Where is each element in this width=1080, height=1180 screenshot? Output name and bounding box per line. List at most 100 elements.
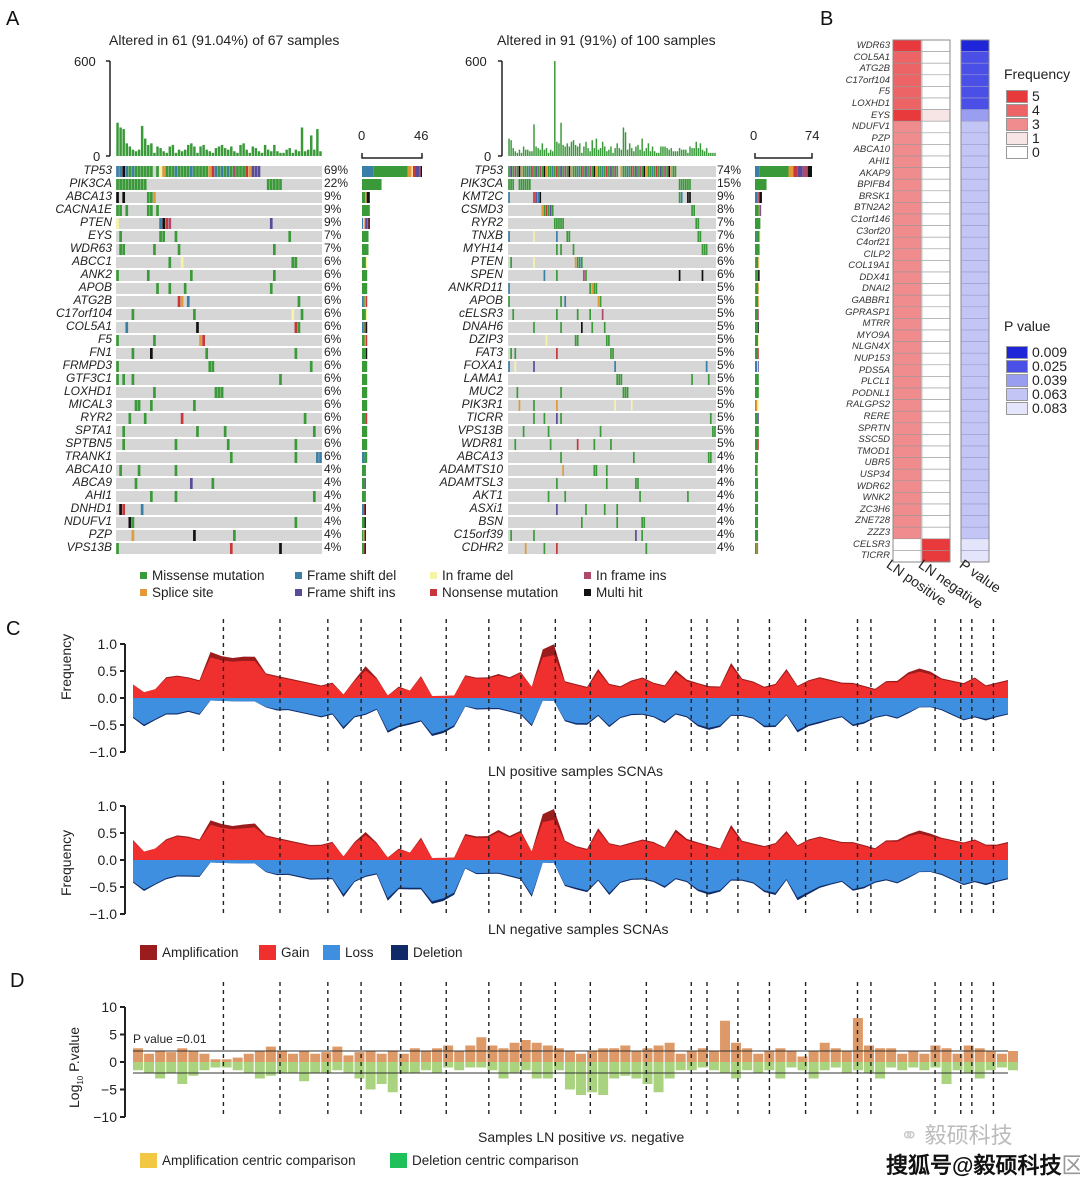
tmb-bar xyxy=(662,146,664,156)
mutation-cell xyxy=(529,179,531,190)
mutation-cell xyxy=(535,166,537,177)
gene-label: PODNL1 xyxy=(851,387,890,399)
tmb-right-ymin: 0 xyxy=(484,149,492,164)
mutation-cell xyxy=(229,543,233,554)
mutation-cell xyxy=(524,166,527,177)
y-tick-label: 0.0 xyxy=(98,690,118,706)
mutation-cell xyxy=(180,257,184,268)
gene-label: TICRR xyxy=(466,410,503,424)
mutation-cell xyxy=(233,166,236,177)
mutation-cell xyxy=(628,166,631,177)
mutation-cell xyxy=(174,166,178,177)
gene-label: EYS xyxy=(87,228,112,242)
mutation-cell xyxy=(678,179,681,190)
deletion-bar xyxy=(576,1062,587,1095)
mutation-cell xyxy=(193,400,196,411)
side-bar-segment xyxy=(758,335,759,346)
mutation-cell xyxy=(122,166,126,177)
mutation-cell xyxy=(183,166,187,177)
mutation-cell xyxy=(543,413,546,424)
oncoprint-row xyxy=(116,296,322,307)
tmb-bar xyxy=(518,149,521,156)
percent-labels-right: 74% 15% 9% 8% 7% 7% 6% 6% 6% 5% 5% 5% 5% 5% 5% 5% 5% 5% 5%… xyxy=(717,164,751,554)
mutation-cell xyxy=(146,205,150,216)
mutation-cell xyxy=(512,166,515,177)
mutation-cell xyxy=(269,218,273,229)
amplification-bar xyxy=(232,1057,243,1062)
mutation-cell xyxy=(574,166,577,177)
legend-value: 1 xyxy=(1032,130,1040,146)
tmb-bar xyxy=(687,152,689,156)
legend-label: Loss xyxy=(345,945,374,960)
amplification-bar xyxy=(509,1042,520,1062)
mutation-cell xyxy=(612,166,614,177)
oncoprint-right-title: Altered in 91 (91%) of 100 samples xyxy=(497,32,716,48)
tmb-bar xyxy=(703,151,706,156)
mutation-cell xyxy=(174,465,178,476)
mutation-cell xyxy=(610,348,612,359)
mutation-cell xyxy=(685,179,687,190)
gene-label: ABCA9 xyxy=(72,475,112,489)
mutation-cell xyxy=(689,179,691,190)
mutation-cell xyxy=(691,205,693,216)
tmb-bar xyxy=(279,152,282,156)
deletion-bar xyxy=(764,1062,775,1071)
tmb-bar xyxy=(193,146,196,156)
legend-label: Nonsense mutation xyxy=(442,585,559,600)
side-bar-segment xyxy=(755,413,759,424)
mutation-cell xyxy=(199,166,202,177)
oncoprint-row xyxy=(508,491,716,502)
mutation-cell xyxy=(125,205,129,216)
side-bar-segment xyxy=(362,465,366,476)
mutation-cell xyxy=(641,517,643,528)
tmb-bar xyxy=(233,151,236,156)
gene-label: C4orf21 xyxy=(856,237,890,249)
legend-inframe-ins: In frame ins xyxy=(584,568,667,583)
mutation-cell xyxy=(570,166,573,177)
gene-label: SPEN xyxy=(470,267,503,281)
tmb-bar xyxy=(313,149,316,156)
gene-label: C17orf104 xyxy=(845,74,890,86)
mutation-cell xyxy=(226,439,230,450)
tmb-bar xyxy=(539,149,541,156)
mutation-cell xyxy=(564,166,567,177)
panel-label-d: D xyxy=(10,970,25,992)
mutation-cell xyxy=(202,166,205,177)
amplification-bar xyxy=(210,1059,221,1062)
amplification-bar xyxy=(199,1053,210,1062)
deletion-bar xyxy=(620,1062,631,1076)
mutation-cell xyxy=(180,296,184,307)
deletion-bar xyxy=(697,1062,708,1068)
mutation-cell xyxy=(273,244,276,255)
mutation-cell xyxy=(510,257,512,268)
legend-nonsense: Nonsense mutation xyxy=(430,585,558,600)
frequency-legend-title: Frequency xyxy=(1004,66,1071,82)
mutation-cell xyxy=(174,491,178,502)
side-bar-segment xyxy=(362,322,364,333)
deletion-bar xyxy=(420,1062,431,1071)
gene-label: COL5A1 xyxy=(65,319,112,333)
mutation-cell xyxy=(266,179,270,190)
tmb-bar xyxy=(531,151,533,156)
mutation-cell xyxy=(545,205,548,216)
gene-percent: 6% xyxy=(324,280,342,294)
mutation-cell xyxy=(576,166,579,177)
gene-percent: 6% xyxy=(324,371,342,385)
deletion-bar xyxy=(144,1062,155,1073)
side-bar-segment xyxy=(364,517,366,528)
deletion-bar xyxy=(797,1062,808,1071)
mutation-cell xyxy=(572,166,575,177)
gene-percent: 4% xyxy=(324,501,342,515)
amplification-bar xyxy=(819,1042,830,1062)
mutation-cell xyxy=(581,322,583,333)
deletion-bar xyxy=(996,1062,1007,1068)
mutation-cell xyxy=(687,491,689,502)
tmb-bar xyxy=(560,122,562,156)
deletion-bar xyxy=(476,1062,487,1068)
tmb-bar xyxy=(143,138,147,156)
deletion-bar xyxy=(365,1062,376,1090)
mutation-cell xyxy=(581,166,583,177)
gene-label: ATG2B xyxy=(73,293,112,307)
mutation-cell xyxy=(655,166,658,177)
mutation-cell xyxy=(695,218,698,229)
